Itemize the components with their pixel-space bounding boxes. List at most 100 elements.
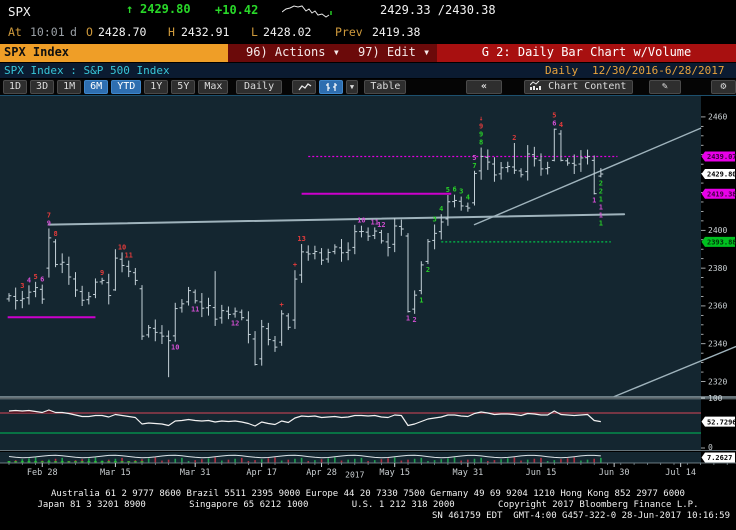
price-bar <box>339 238 344 262</box>
svg-text:2: 2 <box>599 179 603 187</box>
line-chart-type-button[interactable] <box>291 80 316 94</box>
price-bar <box>325 248 331 263</box>
svg-text:3: 3 <box>432 215 436 223</box>
price-bar <box>438 214 444 240</box>
svg-text:6: 6 <box>452 186 456 194</box>
chart-title: G 2: Daily Bar Chart w/Volume <box>437 44 736 62</box>
price-bar <box>113 249 118 291</box>
price-bar <box>93 278 98 299</box>
price-bar <box>478 147 484 180</box>
svg-text:1: 1 <box>599 203 603 211</box>
svg-text:+: + <box>293 261 297 269</box>
last-price: 2429.80 <box>140 2 191 16</box>
svg-text:9: 9 <box>479 123 483 131</box>
svg-text:1: 1 <box>599 219 603 227</box>
price-bar <box>299 244 304 283</box>
price-bar <box>598 168 604 178</box>
ticker-symbol: SPX <box>8 4 31 19</box>
price-bar <box>352 224 358 255</box>
price-bar <box>119 252 125 273</box>
price-bar <box>518 168 524 178</box>
prev-label: Prev <box>335 25 363 39</box>
svg-text:2429.80: 2429.80 <box>707 171 736 179</box>
svg-text:10: 10 <box>357 217 365 225</box>
chevron-down-icon: ▾ <box>332 45 340 59</box>
collapse-panel-button[interactable]: « <box>466 80 502 94</box>
price-bar <box>585 149 590 165</box>
price-bar <box>312 245 318 260</box>
svg-text:2: 2 <box>426 266 430 274</box>
price-bar <box>432 224 437 250</box>
svg-text:12: 12 <box>231 320 239 328</box>
svg-text:1: 1 <box>406 315 410 323</box>
range-button-1y[interactable]: 1Y <box>144 80 169 94</box>
security-input[interactable]: SPX Index <box>0 44 228 62</box>
range-button-5y[interactable]: 5Y <box>171 80 196 94</box>
svg-text:9: 9 <box>100 269 104 277</box>
settings-button[interactable]: ⚙ <box>710 80 736 94</box>
svg-text:6: 6 <box>40 276 44 284</box>
range-button-1m[interactable]: 1M <box>57 80 82 94</box>
line-chart-icon <box>298 83 312 91</box>
price-bar <box>531 146 537 167</box>
price-bar <box>79 285 85 307</box>
price-bar <box>332 244 338 255</box>
price-bar <box>418 261 424 295</box>
price-bar <box>152 319 158 342</box>
price-bar <box>252 331 258 366</box>
price-bar <box>86 291 92 305</box>
svg-text:5: 5 <box>552 112 556 120</box>
range-button-ytd[interactable]: YTD <box>111 80 142 94</box>
price-bar <box>538 153 544 176</box>
svg-text:5: 5 <box>446 186 450 194</box>
price-bar <box>219 304 225 324</box>
svg-text:2460: 2460 <box>708 113 727 122</box>
ohlc-chart-type-button[interactable] <box>318 80 343 94</box>
range-button-6m[interactable]: 6M <box>84 80 109 94</box>
price-bar <box>305 245 311 261</box>
footer-phones-line1: Australia 61 2 9777 8600 Brazil 5511 239… <box>51 489 685 499</box>
svg-text:1: 1 <box>419 296 423 304</box>
range-button-max[interactable]: Max <box>198 80 229 94</box>
actions-menu-button[interactable]: 96) Actions ▾ <box>246 45 340 59</box>
price-bar <box>46 228 52 278</box>
svg-text:10: 10 <box>171 344 179 352</box>
price-change: +10.42 <box>215 3 259 17</box>
chart-toolbar: 1D 3D 1M 6M YTD 1Y 5Y Max Daily ▼ ▼ Tabl… <box>0 79 736 103</box>
svg-text:+: + <box>280 301 284 309</box>
footer-session-info: SN 461759 EDT GMT-4:00 G457-322-0 28-Jun… <box>431 511 730 521</box>
price-bar <box>66 256 72 285</box>
annotate-button[interactable]: ✎ <box>648 80 681 94</box>
price-bar <box>172 302 178 342</box>
table-button[interactable]: Table <box>364 80 407 94</box>
range-button-1d[interactable]: 1D <box>3 80 28 94</box>
price-bar <box>565 158 570 166</box>
mini-bars-icon <box>530 81 542 90</box>
svg-text:4: 4 <box>27 276 31 284</box>
svg-text:5: 5 <box>472 154 476 162</box>
svg-text:9: 9 <box>479 131 483 139</box>
low-value: 2428.02 <box>263 25 312 39</box>
chart-content-button[interactable]: Chart Content <box>523 80 633 94</box>
quote-header: SPX ↑ 2429.80 +10.42 2429.33 /2430.38 <box>0 0 736 22</box>
svg-text:6: 6 <box>552 120 556 128</box>
svg-text:2: 2 <box>512 134 516 142</box>
footer-phones-line2: Japan 81 3 3201 8900 Singapore 65 6212 1… <box>37 500 699 510</box>
chevron-down-icon: ▼ <box>349 83 355 91</box>
terminal-footer: Australia 61 2 9777 8600 Brazil 5511 239… <box>0 489 736 530</box>
chevron-down-icon: ▾ <box>423 45 431 59</box>
price-bar <box>591 155 597 195</box>
high-label: H <box>168 25 175 39</box>
svg-text:11: 11 <box>371 218 379 226</box>
chart-type-expand-button[interactable]: ▼ <box>345 80 359 94</box>
price-bar <box>492 157 497 182</box>
svg-text:7: 7 <box>47 211 51 219</box>
frequency-dropdown[interactable]: Daily ▼ <box>236 80 282 103</box>
range-button-3d[interactable]: 3D <box>30 80 55 94</box>
svg-text:7: 7 <box>472 162 476 170</box>
edit-menu-button[interactable]: 97) Edit ▾ <box>358 45 431 59</box>
price-bar <box>292 270 298 329</box>
price-bar <box>265 322 271 346</box>
price-bar <box>246 311 251 344</box>
